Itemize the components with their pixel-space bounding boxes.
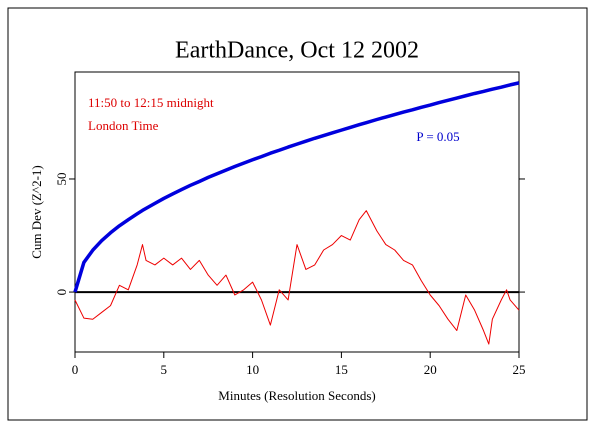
x-tick-label: 15	[335, 362, 348, 377]
x-tick-label: 5	[161, 362, 168, 377]
x-tick-label: 20	[424, 362, 437, 377]
series-line	[74, 210, 520, 345]
annotation: London Time	[88, 118, 159, 133]
chart-title: EarthDance, Oct 12 2002	[175, 38, 419, 64]
y-tick-label: 0	[54, 289, 69, 296]
outer-frame	[7, 7, 588, 421]
annotation: 11:50 to 12:15 midnight	[88, 95, 214, 110]
annotation: P = 0.05	[416, 129, 459, 144]
x-tick-label: 0	[72, 362, 79, 377]
x-axis-label: Minutes (Resolution Seconds)	[218, 388, 375, 403]
x-tick-label: 25	[513, 362, 526, 377]
x-tick-label: 10	[246, 362, 259, 377]
y-axis-label: Cum Dev (Z^2-1)	[29, 165, 44, 258]
plot-frame	[74, 71, 520, 353]
series-line	[73, 81, 520, 293]
y-tick-label: 50	[54, 172, 69, 185]
